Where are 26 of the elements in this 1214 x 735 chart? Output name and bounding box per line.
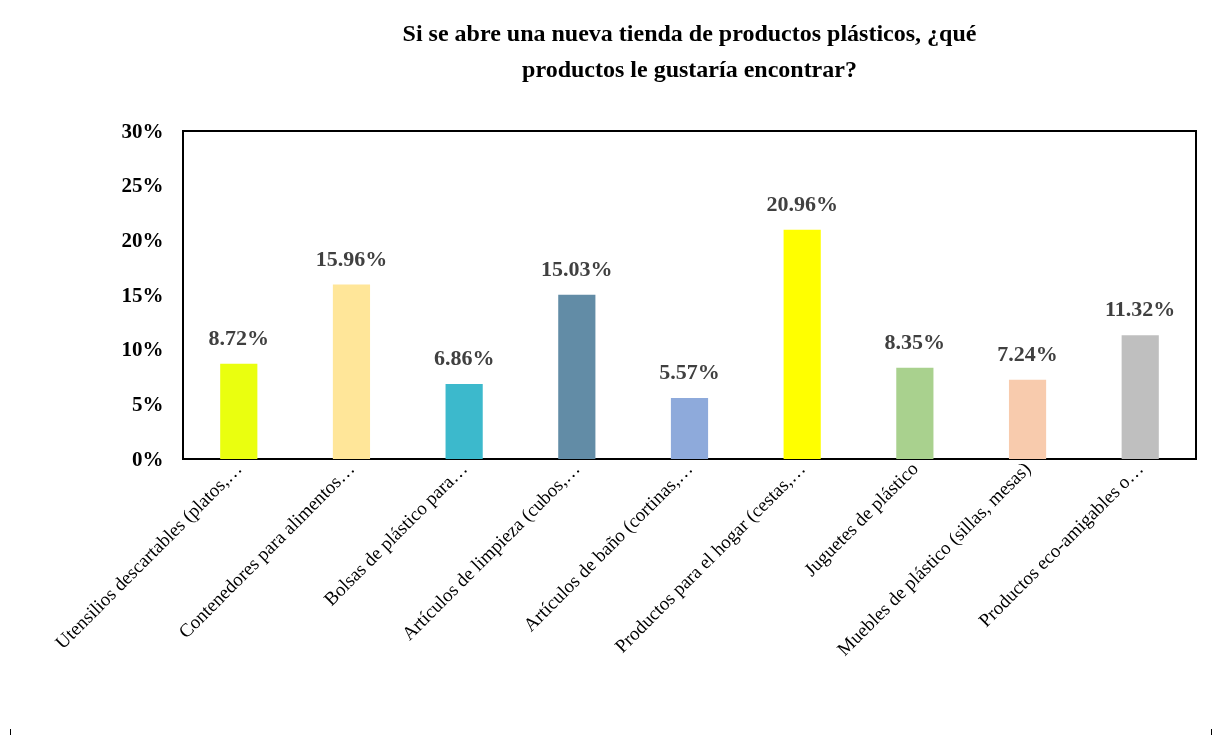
data-label: 11.32%	[1105, 296, 1176, 322]
data-label: 20.96%	[766, 190, 838, 216]
y-tick-label: 15%	[121, 282, 164, 307]
chart-title: Si se abre una nueva tienda de productos plásticos, ¿qué productos le gustaría encontrar?	[402, 20, 977, 82]
data-label: 5.57%	[659, 359, 720, 385]
y-tick-label: 25%	[121, 173, 164, 198]
data-label: 15.03%	[541, 255, 613, 281]
y-tick-label: 10%	[121, 337, 164, 362]
y-tick-label: 30%	[121, 118, 164, 143]
bar	[783, 229, 821, 459]
bar	[896, 367, 934, 459]
bar	[445, 384, 483, 459]
data-label: 7.24%	[997, 340, 1058, 366]
bar	[332, 284, 371, 459]
bar	[1008, 379, 1047, 459]
bar	[1121, 335, 1159, 459]
bar	[670, 398, 709, 459]
data-label: 6.86%	[433, 345, 495, 370]
y-tick-label: 5%	[132, 391, 164, 416]
bar	[558, 294, 596, 459]
data-label: 8.35%	[884, 328, 946, 354]
data-label: 15.96%	[315, 245, 388, 271]
data-label: 8.72%	[208, 324, 270, 350]
y-tick-label: 0%	[132, 446, 164, 471]
bar	[220, 363, 258, 459]
y-tick-label: 20%	[121, 227, 164, 252]
